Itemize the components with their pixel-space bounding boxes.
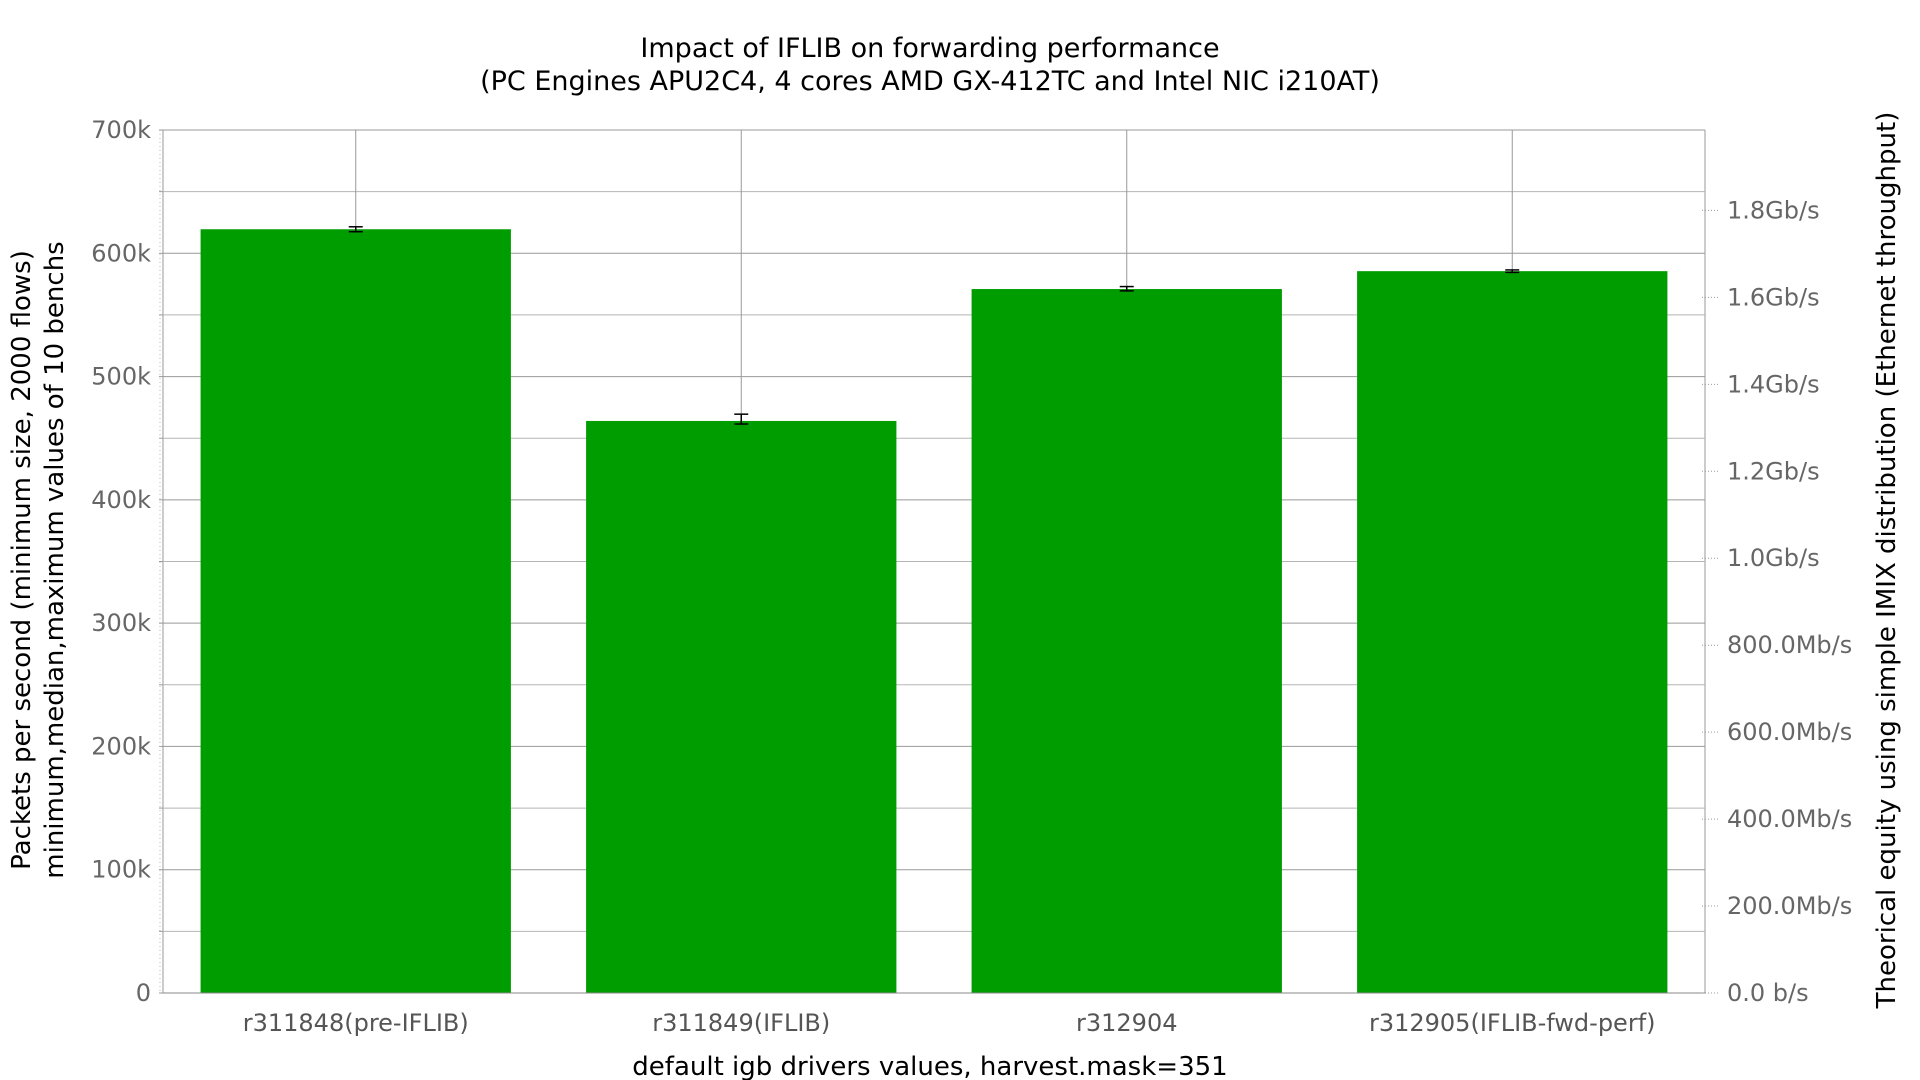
bars-group <box>163 229 1705 994</box>
x-category-label: r312905(IFLIB-fwd-perf) <box>1369 1009 1656 1037</box>
y2-tick-label: 1.4Gb/s <box>1727 370 1820 398</box>
x-axis-title: default igb drivers values, harvest.mask… <box>632 1052 1227 1080</box>
y2-tick-label: 0.0 b/s <box>1727 979 1809 1007</box>
y-axis-title-line2: minimum,median,maximum values of 10 benc… <box>40 241 70 878</box>
y2-tick-label: 200.0Mb/s <box>1727 892 1852 920</box>
bar <box>200 229 511 993</box>
y2-tick-label: 1.2Gb/s <box>1727 457 1820 485</box>
y2-tick-label: 1.0Gb/s <box>1727 544 1820 572</box>
bar <box>1357 271 1668 994</box>
x-axis-categories: r311848(pre-IFLIB) r311849(IFLIB) r312904 r… <box>243 1009 1656 1037</box>
y2-tick-label: 1.6Gb/s <box>1727 283 1820 311</box>
x-category-label: r312904 <box>1076 1009 1177 1037</box>
y-axis-ticks: 0 100k 200k 300k 400k 500k 600k 700k <box>91 116 151 1007</box>
y2-axis-title: Theorical equity using simple IMIX distr… <box>1872 112 1902 1010</box>
chart-title: Impact of IFLIB on forwarding performanc… <box>640 33 1219 64</box>
y2-axis-ticks: 0.0 b/s 200.0Mb/s 400.0Mb/s 600.0Mb/s 800.0M… <box>1702 196 1852 1007</box>
x-category-label: r311848(pre-IFLIB) <box>243 1009 469 1037</box>
bar <box>586 420 897 993</box>
y-tick-label: 0 <box>136 979 151 1007</box>
error-bars-group <box>348 226 1520 425</box>
y2-tick-label: 600.0Mb/s <box>1727 718 1852 746</box>
y-tick-label: 400k <box>91 486 151 514</box>
y-tick-label: 600k <box>91 239 151 267</box>
y-tick-label: 100k <box>91 856 151 884</box>
y-tick-label: 500k <box>91 363 151 391</box>
chart-subtitle: (PC Engines APU2C4, 4 cores AMD GX-412TC… <box>480 66 1380 97</box>
bar <box>971 289 1282 993</box>
y2-tick-label: 800.0Mb/s <box>1727 631 1852 659</box>
y-axis-title: Packets per second (minimum size, 2000 f… <box>7 250 37 870</box>
y2-tick-label: 1.8Gb/s <box>1727 196 1820 224</box>
x-category-label: r311849(IFLIB) <box>652 1009 830 1037</box>
y-tick-label: 300k <box>91 609 151 637</box>
y-tick-label: 700k <box>91 116 151 144</box>
y2-tick-label: 400.0Mb/s <box>1727 805 1852 833</box>
y-tick-label: 200k <box>91 732 151 760</box>
